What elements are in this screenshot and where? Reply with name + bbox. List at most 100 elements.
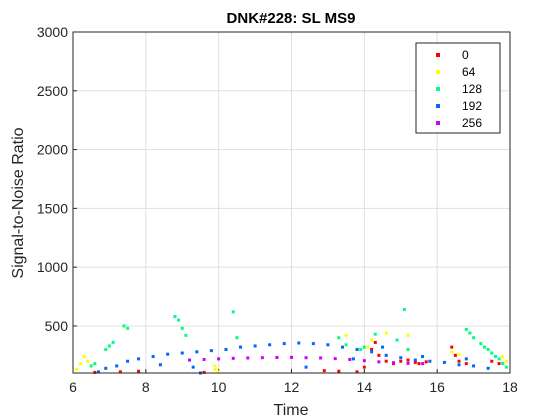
data-point-series-64 bbox=[344, 333, 348, 337]
data-point-series-0 bbox=[417, 362, 421, 366]
data-point-series-128 bbox=[504, 365, 508, 369]
legend-label-192: 192 bbox=[462, 99, 482, 113]
data-point-series-256 bbox=[231, 356, 235, 360]
data-point-series-192 bbox=[486, 366, 490, 370]
data-point-series-0 bbox=[457, 359, 461, 363]
data-point-series-192 bbox=[253, 344, 257, 348]
data-point-series-128 bbox=[464, 327, 468, 331]
data-point-series-0 bbox=[424, 360, 428, 364]
axes-box bbox=[72, 31, 511, 374]
data-point-series-256 bbox=[391, 361, 395, 365]
y-tick-label: 500 bbox=[45, 318, 69, 334]
data-point-series-192 bbox=[384, 353, 388, 357]
data-point-series-0 bbox=[373, 340, 377, 344]
data-point-series-64 bbox=[384, 331, 388, 335]
data-point-series-128 bbox=[184, 333, 188, 337]
x-tick-labels: 6 8 10 12 14 16 18 bbox=[69, 379, 518, 395]
data-point-series-128 bbox=[177, 318, 181, 322]
data-point-series-128 bbox=[479, 342, 483, 346]
data-point-series-128 bbox=[406, 347, 410, 351]
data-point-series-192 bbox=[370, 350, 374, 354]
data-point-series-0 bbox=[362, 365, 366, 369]
data-point-series-256 bbox=[246, 356, 250, 360]
data-point-series-192 bbox=[351, 357, 355, 361]
data-point-series-128 bbox=[486, 347, 490, 351]
data-point-series-128 bbox=[483, 345, 487, 349]
data-point-series-256 bbox=[362, 359, 366, 363]
data-point-series-128 bbox=[493, 355, 497, 359]
legend-label-64: 64 bbox=[462, 65, 476, 79]
data-point-series-192 bbox=[311, 342, 315, 346]
data-point-series-192 bbox=[457, 363, 461, 367]
data-point-series-192 bbox=[137, 357, 141, 361]
legend-marker-256 bbox=[436, 121, 440, 125]
data-point-series-64 bbox=[370, 338, 374, 342]
data-point-series-128 bbox=[395, 338, 399, 342]
data-point-series-256 bbox=[333, 357, 337, 361]
data-point-series-0 bbox=[337, 369, 341, 373]
legend-label-128: 128 bbox=[462, 82, 482, 96]
x-tick-label: 14 bbox=[357, 379, 373, 395]
data-point-series-64 bbox=[504, 359, 508, 363]
data-point-series-0 bbox=[118, 370, 122, 374]
data-point-series-192 bbox=[126, 359, 130, 363]
data-point-series-192 bbox=[413, 358, 417, 362]
data-point-series-128 bbox=[362, 345, 366, 349]
data-point-series-192 bbox=[180, 351, 184, 355]
data-point-series-192 bbox=[464, 357, 468, 361]
legend-marker-192 bbox=[436, 104, 440, 108]
data-point-series-192 bbox=[151, 355, 155, 359]
data-point-series-256 bbox=[202, 357, 206, 361]
data-point-series-0 bbox=[93, 370, 97, 374]
x-tick-label: 12 bbox=[284, 379, 300, 395]
data-point-series-64 bbox=[217, 370, 221, 374]
data-point-series-192 bbox=[442, 360, 446, 364]
data-point-series-192 bbox=[340, 345, 344, 349]
data-point-series-256 bbox=[290, 355, 293, 359]
data-point-series-192 bbox=[191, 365, 195, 369]
y-axis-label: Signal-to-Noise Ratio bbox=[10, 127, 27, 278]
legend-marker-64 bbox=[436, 70, 440, 74]
y-tick-label: 3000 bbox=[37, 24, 68, 40]
data-point-series-192 bbox=[158, 363, 162, 367]
y-tick-label: 1500 bbox=[37, 200, 68, 216]
data-point-series-0 bbox=[137, 369, 141, 373]
data-point-series-0 bbox=[406, 358, 410, 362]
data-point-series-256 bbox=[188, 358, 192, 362]
data-point-series-192 bbox=[268, 343, 272, 347]
data-point-series-64 bbox=[75, 367, 79, 371]
data-point-series-128 bbox=[402, 308, 406, 312]
data-point-series-192 bbox=[421, 355, 425, 359]
data-point-series-192 bbox=[381, 345, 385, 349]
data-point-series-0 bbox=[497, 362, 501, 366]
x-tick-label: 10 bbox=[211, 379, 227, 395]
data-point-series-0 bbox=[490, 359, 494, 363]
legend-label-256: 256 bbox=[462, 116, 482, 130]
data-point-series-128 bbox=[373, 332, 377, 336]
data-point-series-0 bbox=[377, 353, 381, 357]
data-point-series-0 bbox=[384, 359, 388, 363]
data-point-series-64 bbox=[457, 352, 461, 356]
data-point-series-0 bbox=[453, 353, 457, 357]
data-point-series-256 bbox=[319, 356, 323, 360]
data-point-series-192 bbox=[282, 342, 286, 346]
data-point-series-0 bbox=[464, 362, 468, 366]
data-point-series-192 bbox=[96, 370, 100, 374]
data-point-series-128 bbox=[472, 336, 476, 340]
data-point-series-256 bbox=[348, 357, 352, 361]
data-point-series-64 bbox=[501, 355, 505, 359]
data-point-series-256 bbox=[275, 355, 279, 359]
data-point-series-192 bbox=[104, 366, 108, 370]
data-point-series-64 bbox=[86, 359, 90, 363]
data-point-series-64 bbox=[213, 364, 217, 368]
data-point-series-128 bbox=[490, 351, 494, 355]
data-point-series-128 bbox=[501, 362, 505, 366]
data-point-series-192 bbox=[355, 347, 359, 351]
data-point-series-256 bbox=[260, 356, 264, 360]
x-tick-label: 8 bbox=[142, 379, 150, 395]
data-point-series-64 bbox=[366, 345, 370, 349]
data-point-series-0 bbox=[399, 359, 403, 363]
data-point-series-256 bbox=[406, 361, 410, 365]
data-point-series-192 bbox=[209, 349, 213, 353]
